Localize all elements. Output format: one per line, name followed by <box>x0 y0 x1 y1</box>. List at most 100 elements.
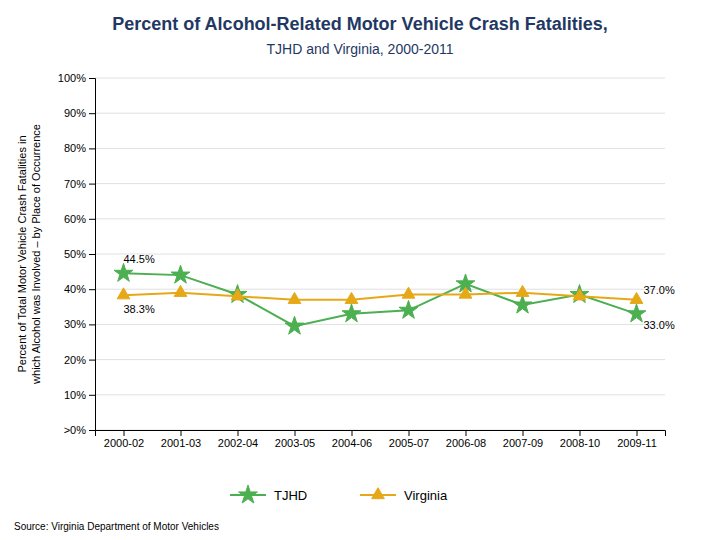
x-tick: 2008-10 <box>560 430 600 449</box>
grid-line <box>95 359 665 360</box>
y-tick-mark <box>89 254 95 255</box>
point-marker <box>171 265 190 283</box>
y-axis-line <box>89 79 96 431</box>
y-tick-label: 10% <box>64 389 86 401</box>
x-tick: 2001-03 <box>161 430 201 449</box>
y-tick-mark <box>89 78 95 79</box>
y-tick-label: 70% <box>64 178 86 190</box>
x-axis-line <box>96 431 666 437</box>
grid-line <box>95 324 665 325</box>
legend-label: TJHD <box>274 488 307 503</box>
y-tick-mark <box>89 148 95 149</box>
y-tick-label: 100% <box>58 72 86 84</box>
legend-item: TJHD <box>230 485 307 503</box>
legend-label: Virginia <box>404 488 448 503</box>
x-tick: 2005-07 <box>389 430 429 449</box>
annotation: 37.0% <box>644 284 675 296</box>
x-tick-mark <box>238 430 239 436</box>
x-axis: 2000-02 2001-03 2002-04 2003-05 2004-06 2005-… <box>96 430 666 449</box>
legend-item: Virginia <box>360 488 448 503</box>
legend: TJHD Virginia <box>230 485 448 503</box>
y-axis: >0% 10% 20% 30% 40% 50% 60% 70% 80% 90% 100% <box>58 72 96 436</box>
point-marker <box>516 285 529 296</box>
marks <box>114 263 646 334</box>
x-tick-label: 2008-10 <box>560 437 600 449</box>
point-marker <box>402 287 415 298</box>
point-marker <box>630 292 643 303</box>
point-marker <box>570 285 589 303</box>
y-tick-label: 90% <box>64 107 86 119</box>
point-marker <box>342 304 361 322</box>
point-marker <box>114 263 133 281</box>
x-tick-label: 2005-07 <box>389 437 429 449</box>
y-tick-mark <box>89 113 95 114</box>
grid-line <box>95 218 665 219</box>
x-tick-label: 2002-04 <box>218 437 258 449</box>
y-tick-label: 50% <box>64 248 86 260</box>
point-marker <box>285 316 304 334</box>
x-tick: 2007-09 <box>503 430 543 449</box>
x-tick-label: 2006-08 <box>446 437 486 449</box>
y-tick: 80% <box>64 142 95 154</box>
y-tick-label: 30% <box>64 318 86 330</box>
grid <box>95 78 665 430</box>
y-tick: 30% <box>64 318 95 330</box>
y-tick-mark <box>89 395 95 396</box>
x-tick-mark <box>466 430 467 436</box>
y-axis-title: Percent of Total Motor Vehicle Crash Fat… <box>16 124 41 385</box>
y-tick-mark <box>89 289 95 290</box>
y-tick: 100% <box>58 72 95 84</box>
title: Percent of Alcohol-Related Motor Vehicle… <box>112 14 607 34</box>
y-tick: >0% <box>64 424 95 436</box>
x-tick-label: 2004-06 <box>332 437 372 449</box>
point-marker <box>459 287 472 298</box>
y-tick-mark <box>89 184 95 185</box>
y-tick: 40% <box>64 283 95 295</box>
point-marker <box>117 288 130 299</box>
y-tick-mark <box>89 430 95 431</box>
x-tick: 2000-02 <box>104 430 144 449</box>
point-marker <box>228 285 247 303</box>
annotation: 33.0% <box>644 319 675 331</box>
x-tick: 2004-06 <box>332 430 372 449</box>
point-marker <box>345 292 358 303</box>
y-tick-label: 60% <box>64 213 86 225</box>
y-tick: 60% <box>64 213 95 225</box>
series-line <box>124 293 637 300</box>
legend-marker <box>372 488 385 499</box>
point-marker <box>573 289 586 300</box>
annotation: 38.3% <box>124 303 155 315</box>
x-tick-mark <box>295 430 296 436</box>
point-marker <box>231 289 244 300</box>
x-tick: 2006-08 <box>446 430 486 449</box>
x-tick-label: 2007-09 <box>503 437 543 449</box>
y-tick: 50% <box>64 248 95 260</box>
annotations: 44.5%38.3%33.0%37.0% <box>124 253 675 330</box>
legend-marker <box>239 485 258 503</box>
x-tick-label: 2003-05 <box>275 437 315 449</box>
x-tick-mark <box>409 430 410 436</box>
x-tick: 2009-11 <box>617 430 657 449</box>
x-tick-mark <box>523 430 524 436</box>
y-tick: 20% <box>64 354 95 366</box>
x-tick-label: 2009-11 <box>617 437 657 449</box>
y-tick: 90% <box>64 107 95 119</box>
point-marker <box>288 292 301 303</box>
y-tick: 10% <box>64 389 95 401</box>
grid-line <box>95 148 665 149</box>
grid-line <box>95 183 665 184</box>
y-tick-mark <box>89 219 95 220</box>
x-tick-mark <box>181 430 182 436</box>
plot: 2000-02 2001-03 2002-04 2003-05 2004-06 2005-… <box>16 72 675 449</box>
x-tick-mark <box>637 430 638 436</box>
chart: Percent of Alcohol-Related Motor Vehicle… <box>0 0 720 540</box>
x-tick: 2002-04 <box>218 430 258 449</box>
x-tick-label: 2001-03 <box>161 437 201 449</box>
series-line <box>124 273 637 326</box>
y-tick-label: >0% <box>64 424 87 436</box>
x-tick: 2003-05 <box>275 430 315 449</box>
x-tick-mark <box>124 430 125 436</box>
y-tick: 70% <box>64 178 95 190</box>
grid-line <box>95 113 665 114</box>
grid-line <box>95 78 665 79</box>
